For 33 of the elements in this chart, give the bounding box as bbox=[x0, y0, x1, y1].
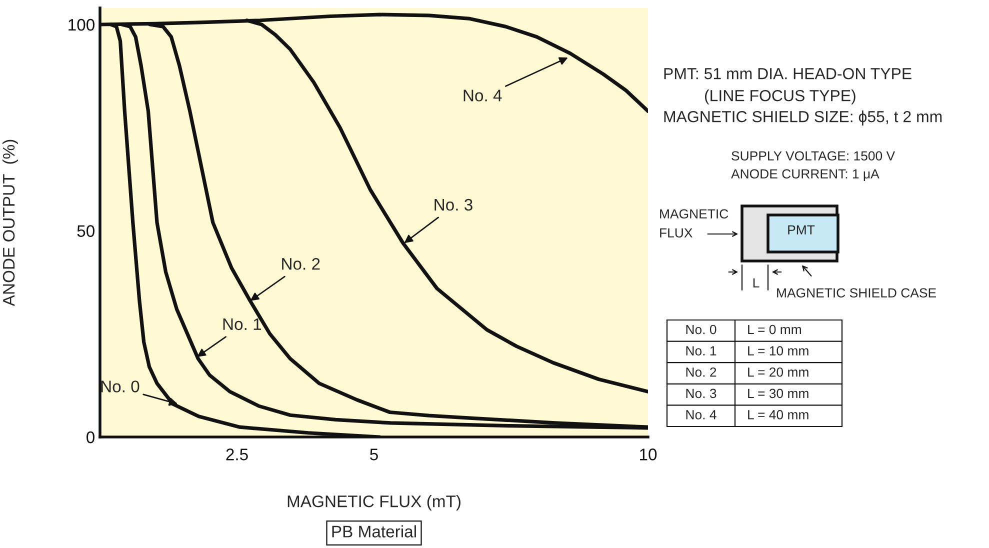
text: MAGNETIC SHIELD CASE bbox=[777, 288, 936, 298]
text: FLUX bbox=[660, 228, 692, 238]
text: L = 20 mm bbox=[748, 367, 808, 377]
annotation: No. 3 bbox=[434, 198, 472, 211]
text: MAGNETIC bbox=[660, 209, 728, 219]
text: No. 2 bbox=[686, 367, 716, 377]
text: No. 3 bbox=[686, 388, 716, 398]
x-tick-label: 2.5 bbox=[226, 448, 248, 460]
annotation: No. 2 bbox=[282, 258, 320, 270]
text: L = 0 mm bbox=[748, 324, 801, 334]
text: L bbox=[753, 278, 760, 288]
text: L = 40 mm bbox=[748, 410, 808, 420]
text: No. 1 bbox=[686, 346, 716, 356]
y-tick-label: 50 bbox=[77, 225, 94, 237]
text: (LINE FOCUS TYPE) bbox=[704, 90, 856, 104]
text: PMT: 51 mm DIA. HEAD-ON TYPE bbox=[664, 68, 912, 80]
text: No. 4 bbox=[686, 410, 716, 420]
text: PB Material bbox=[332, 525, 416, 538]
y-tick-label: 0 bbox=[86, 431, 94, 444]
text: No. 0 bbox=[686, 324, 716, 334]
text: MAGNETIC SHIELD SIZE: ϕ55, t 2 mm bbox=[664, 110, 942, 126]
y-tick-label: 100 bbox=[68, 18, 94, 31]
annotation: No. 1 bbox=[223, 318, 262, 330]
text: SUPPLY VOLTAGE: 1500 V bbox=[732, 151, 896, 161]
text: L = 30 mm bbox=[748, 388, 808, 398]
x-tick-label: 10 bbox=[640, 448, 657, 460]
annotation: No. 4 bbox=[464, 90, 502, 102]
text: PMT bbox=[788, 225, 815, 234]
x-axis-title: MAGNETIC FLUX (mT) bbox=[288, 495, 460, 511]
text: ANODE CURRENT: 1 μA bbox=[731, 169, 880, 181]
text: L = 10 mm bbox=[748, 346, 808, 356]
x-tick-label: 5 bbox=[370, 448, 378, 460]
y-axis-title: ANODE OUTPUT (%) bbox=[2, 140, 18, 306]
